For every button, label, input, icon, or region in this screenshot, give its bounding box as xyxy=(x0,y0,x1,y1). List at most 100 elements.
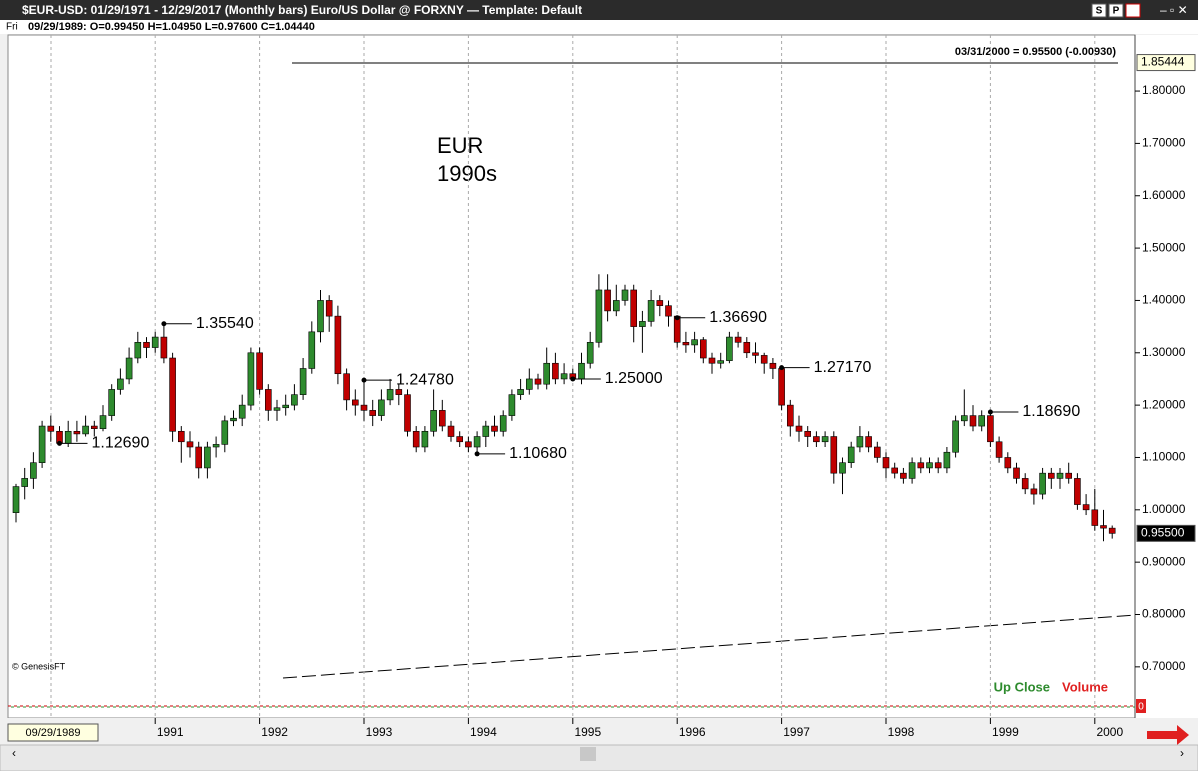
legend-volume: Volume xyxy=(1062,679,1108,694)
candle-body xyxy=(656,300,664,306)
y-tick-label: 1.70000 xyxy=(1142,136,1186,150)
candle-body xyxy=(978,415,986,427)
candle-body xyxy=(151,336,159,348)
candle-body xyxy=(943,451,951,469)
scrollbar[interactable] xyxy=(0,744,1198,771)
candle-body xyxy=(760,355,768,364)
candle-body xyxy=(873,446,881,458)
candle-body xyxy=(795,425,803,432)
last-quote: 03/31/2000 = 0.95500 (-0.00930) xyxy=(955,46,1116,58)
candle-body xyxy=(639,321,646,327)
x-tick-label: 1994 xyxy=(470,725,497,739)
candle-body xyxy=(308,331,316,369)
candle-body xyxy=(47,425,55,432)
candle-body xyxy=(882,457,890,469)
candle-body xyxy=(12,486,20,513)
candle-body xyxy=(934,462,942,469)
candle-body xyxy=(82,425,89,435)
price-marker-label: 0.95500 xyxy=(1141,526,1185,540)
y-tick-label: 0.80000 xyxy=(1142,607,1186,621)
candle-body xyxy=(230,417,237,422)
scroll-thumb[interactable] xyxy=(580,747,596,761)
annotation-label: 1.35540 xyxy=(196,315,254,332)
candle-body xyxy=(465,441,472,448)
volume-marker xyxy=(1136,699,1146,713)
candle-body xyxy=(1021,478,1029,490)
window-controls[interactable]: ‒ ▫ ✕ xyxy=(1160,3,1188,17)
candle-body xyxy=(351,399,359,406)
candle-body xyxy=(21,478,29,487)
candle-body xyxy=(699,339,707,359)
scroll-arrow[interactable] xyxy=(1147,725,1189,745)
candle-body xyxy=(273,407,281,411)
candle-body xyxy=(299,368,307,395)
candle-body xyxy=(621,289,629,301)
candle-body xyxy=(282,404,290,409)
candle-body xyxy=(752,352,759,356)
candle-body xyxy=(769,362,777,369)
x-tick-label: 1993 xyxy=(366,725,393,739)
candle-body xyxy=(369,410,377,416)
candle-body xyxy=(847,446,855,464)
candle-body xyxy=(1091,509,1099,526)
candle-body xyxy=(73,430,81,435)
candle-body xyxy=(726,336,733,361)
y-tick-label: 0.90000 xyxy=(1142,554,1186,568)
candle-body xyxy=(1048,472,1055,479)
candle-body xyxy=(238,404,246,419)
candle-body xyxy=(421,430,429,448)
candle-body xyxy=(612,300,620,312)
candle-body xyxy=(804,430,812,437)
candle-body xyxy=(734,336,742,343)
x-tick-label: 1999 xyxy=(992,725,1019,739)
candle-body xyxy=(1030,488,1038,495)
candle-body xyxy=(1065,472,1072,479)
candle-body xyxy=(1013,467,1020,479)
candle-body xyxy=(1108,527,1116,534)
candle-body xyxy=(317,300,324,333)
x-tick-label: 1995 xyxy=(574,725,601,739)
candle-body xyxy=(552,362,559,380)
annotation-label: 1.25000 xyxy=(605,370,663,387)
candle-body xyxy=(926,462,933,469)
candle-body xyxy=(508,394,516,416)
candle-body xyxy=(908,462,916,479)
chart-title-line2: 1990s xyxy=(437,161,497,186)
candle-body xyxy=(604,289,611,312)
y-tick-label: 1.20000 xyxy=(1142,397,1186,411)
candle-body xyxy=(412,430,420,448)
candle-body xyxy=(438,410,446,427)
candle-body xyxy=(786,404,794,427)
chart-title-line1: EUR xyxy=(437,133,483,158)
p-button-label[interactable]: P xyxy=(1113,6,1120,17)
candle-body xyxy=(404,394,411,432)
candle-body xyxy=(682,342,690,346)
candle-body xyxy=(169,357,176,432)
candle-body xyxy=(117,378,124,390)
float-button[interactable] xyxy=(1125,3,1141,18)
candle-body xyxy=(839,462,846,474)
scroll-right[interactable]: › xyxy=(1180,746,1184,760)
candle-body xyxy=(917,462,925,469)
volume-zero: 0 xyxy=(1138,702,1144,713)
candle-body xyxy=(995,441,1003,458)
candle-body xyxy=(38,425,46,464)
candle-body xyxy=(264,389,272,411)
legend-up-close: Up Close xyxy=(994,679,1050,694)
candle-body xyxy=(395,389,403,395)
candle-body xyxy=(691,339,698,346)
candle-body xyxy=(665,305,672,317)
candle-body xyxy=(186,441,194,448)
price-marker-label: 1.85444 xyxy=(1141,55,1185,69)
candle-body xyxy=(430,410,437,432)
candle-body xyxy=(386,389,394,401)
s-button[interactable] xyxy=(1091,3,1107,18)
copyright: © GenesisFT xyxy=(12,661,66,671)
y-tick-label: 1.50000 xyxy=(1142,240,1186,254)
cursor-date: 09/29/1989 xyxy=(25,727,80,739)
candle-body xyxy=(560,373,568,380)
p-button[interactable] xyxy=(1108,3,1124,18)
s-button-label[interactable]: S xyxy=(1096,6,1103,17)
candle-body xyxy=(204,446,211,469)
scroll-left[interactable]: ‹ xyxy=(12,746,16,760)
